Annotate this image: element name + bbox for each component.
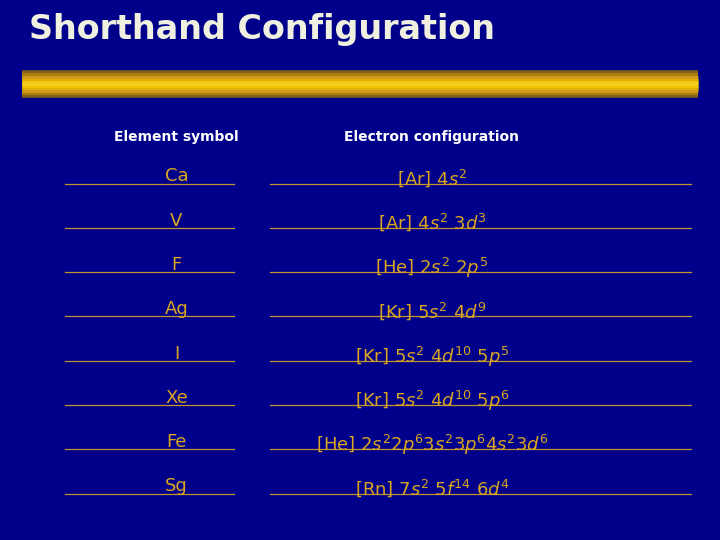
Text: F: F [171,256,181,274]
Text: Fe: Fe [166,433,186,451]
Text: $[\mathrm{Kr}]\ 5s^{2}\ 4d^{10}\ 5p^{5}$: $[\mathrm{Kr}]\ 5s^{2}\ 4d^{10}\ 5p^{5}$ [355,345,509,369]
Text: $[\mathrm{Kr}]\ 5s^{2}\ 4d^{9}$: $[\mathrm{Kr}]\ 5s^{2}\ 4d^{9}$ [378,300,486,322]
Text: Electron configuration: Electron configuration [344,130,520,144]
Text: Xe: Xe [165,389,188,407]
Text: $[\mathrm{He}]\ 2s^{2}\ 2p^{5}$: $[\mathrm{He}]\ 2s^{2}\ 2p^{5}$ [375,256,489,280]
Text: Element symbol: Element symbol [114,130,239,144]
Text: Ca: Ca [165,167,188,185]
Text: $[\mathrm{Kr}]\ 5s^{2}\ 4d^{10}\ 5p^{6}$: $[\mathrm{Kr}]\ 5s^{2}\ 4d^{10}\ 5p^{6}$ [355,389,509,413]
Text: Ag: Ag [165,300,188,318]
Text: Shorthand Configuration: Shorthand Configuration [29,14,495,46]
Text: $[\mathrm{He}]\ 2s^{2}2p^{6}3s^{2}3p^{6}4s^{2}3d^{6}$: $[\mathrm{He}]\ 2s^{2}2p^{6}3s^{2}3p^{6}… [315,433,549,457]
Text: $[\mathrm{Ar}]\ 4s^{2}\ 3d^{3}$: $[\mathrm{Ar}]\ 4s^{2}\ 3d^{3}$ [377,212,487,233]
Text: Sg: Sg [165,477,188,495]
Text: I: I [174,345,179,362]
Text: $[\mathrm{Rn}]\ 7s^{2}\ 5f^{14}\ 6d^{4}$: $[\mathrm{Rn}]\ 7s^{2}\ 5f^{14}\ 6d^{4}$ [354,477,510,499]
Text: $[\mathrm{Ar}]\ 4s^{2}$: $[\mathrm{Ar}]\ 4s^{2}$ [397,167,467,189]
Text: V: V [170,212,183,230]
